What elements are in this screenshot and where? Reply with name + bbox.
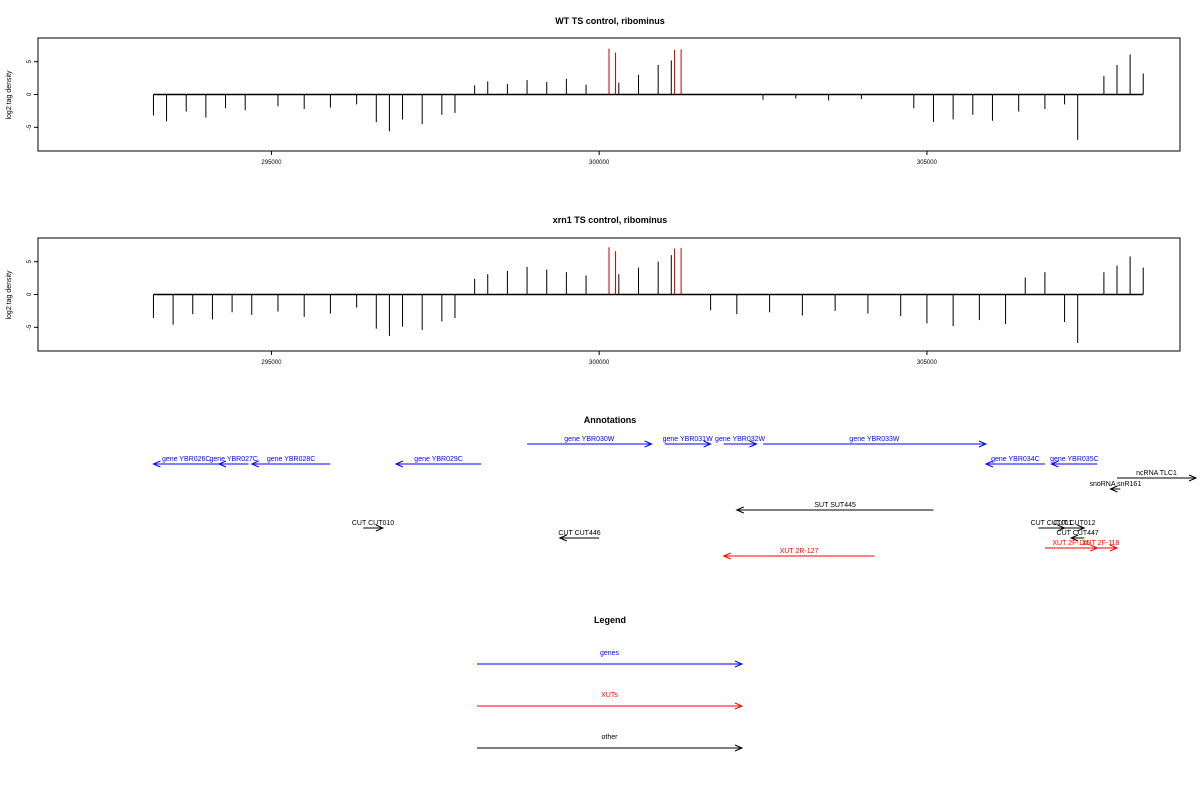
feature-label: XUT 2F-116: [1052, 540, 1090, 547]
feature-label: CUT CUT011: [1031, 520, 1073, 527]
feature-arrowhead: [1050, 460, 1059, 468]
feature-cut-cut446: CUT CUT446: [558, 530, 601, 542]
feature-arrowhead: [152, 460, 161, 468]
feature-label: gene YBR027C: [209, 456, 258, 463]
legend-arrowhead: [734, 702, 744, 710]
xrn1-density-panel: xrn1 TS control, ribominus log2 tag dens…: [6, 215, 1181, 366]
y-tick-label: 5: [27, 59, 33, 63]
x-tick-label: 295000: [261, 360, 282, 366]
y-tick-label: 5: [27, 259, 33, 263]
x-tick-label: 305000: [917, 160, 938, 166]
feature-gene-ybr034c: gene YBR034C: [984, 456, 1045, 468]
x-tick-label: 300000: [589, 160, 610, 166]
annotations-title: Annotations: [584, 415, 637, 425]
feature-arrowhead: [1069, 534, 1079, 542]
wt-y-axis-label: log2 tag density: [6, 70, 13, 120]
feature-gene-ybr029c: gene YBR029C: [394, 456, 482, 468]
legend-arrowhead: [734, 660, 744, 668]
feature-arrowhead: [1109, 544, 1119, 552]
feature-label: CUT CUT447: [1057, 530, 1099, 537]
x-tick-label: 305000: [917, 360, 938, 366]
feature-label: gene YBR030W: [564, 436, 614, 443]
feature-arrowhead: [1109, 485, 1118, 493]
feature-sut-sut445: SUT SUT445: [735, 502, 934, 514]
legend-title: Legend: [594, 615, 626, 625]
feature-arrowhead: [558, 534, 568, 542]
feature-gene-ybr032w: gene YBR032W: [715, 436, 766, 448]
feature-gene-ybr028c: gene YBR028C: [250, 456, 331, 468]
x-tick-label: 295000: [261, 160, 282, 166]
feature-arrowhead: [217, 460, 227, 468]
wt-panel-title: WT TS control, ribominus: [555, 16, 665, 26]
feature-xut-2f-118: XUT 2F-118: [1082, 540, 1120, 552]
feature-label: CUT CUT012: [1053, 520, 1095, 527]
feature-gene-ybr027c: gene YBR027C: [209, 456, 258, 468]
feature-label: XUT 2F-118: [1082, 540, 1120, 547]
feature-label: snoRNA snR161: [1089, 481, 1141, 488]
feature-label: gene YBR034C: [991, 456, 1040, 463]
legend-item-genes: genes: [477, 650, 744, 668]
y-tick-label: 0: [27, 92, 33, 96]
feature-arrowhead: [978, 440, 988, 448]
feature-label: gene YBR026C: [162, 456, 211, 463]
feature-cut-cut010: CUT CUT010: [352, 520, 394, 532]
x-tick-label: 300000: [589, 360, 610, 366]
feature-snorna-snr161: snoRNA snR161: [1089, 481, 1141, 493]
xrn1-panel-title: xrn1 TS control, ribominus: [553, 215, 668, 225]
feature-ncrna-tlc1: ncRNA TLC1: [1117, 470, 1198, 482]
xrn1-y-axis-label: log2 tag density: [6, 270, 13, 320]
feature-arrowhead: [644, 440, 653, 448]
feature-arrowhead: [735, 506, 745, 514]
feature-arrowhead: [375, 524, 385, 532]
feature-label: gene YBR031W: [663, 436, 713, 443]
feature-label: CUT CUT010: [352, 520, 394, 527]
feature-cut-cut012: CUT CUT012: [1053, 520, 1096, 532]
feature-arrowhead: [250, 460, 259, 468]
feature-xut-2r-127: XUT 2R-127: [722, 548, 875, 560]
feature-label: gene YBR032W: [715, 436, 765, 443]
feature-label: ncRNA TLC1: [1136, 470, 1177, 477]
feature-label: XUT 2R-127: [780, 548, 819, 555]
xrn1-axes: 295000 300000 305000 -5 0 5: [27, 259, 938, 366]
feature-arrowhead: [722, 552, 731, 560]
feature-label: gene YBR029C: [414, 456, 463, 463]
feature-cut-cut447: CUT CUT447: [1057, 530, 1099, 542]
feature-label: gene YBR028C: [267, 456, 316, 463]
xrn1-bars: [152, 247, 1144, 344]
feature-arrowhead: [1188, 474, 1198, 482]
legend-label: XUTs: [601, 692, 618, 699]
feature-arrowhead: [984, 460, 994, 468]
feature-arrowhead: [1077, 524, 1086, 532]
legend-label: genes: [600, 650, 620, 657]
legend-item-other: other: [477, 734, 744, 752]
feature-label: SUT SUT445: [814, 502, 856, 509]
feature-gene-ybr030w: gene YBR030W: [527, 436, 653, 448]
feature-label: gene YBR035C: [1050, 456, 1099, 463]
feature-gene-ybr033w: gene YBR033W: [763, 436, 988, 448]
legend-arrowhead: [734, 744, 744, 752]
feature-arrowhead: [703, 440, 712, 448]
feature-gene-ybr035c: gene YBR035C: [1050, 456, 1099, 468]
y-tick-label: -5: [27, 324, 33, 330]
feature-label: gene YBR033W: [849, 436, 899, 443]
wt-axes: 295000 300000 305000 -5 0 5: [27, 59, 938, 166]
legend-label: other: [602, 734, 619, 741]
feature-arrowhead: [394, 460, 404, 468]
feature-gene-ybr031w: gene YBR031W: [663, 436, 713, 448]
feature-label: CUT CUT446: [558, 530, 600, 537]
legend-items: genes XUTs other: [477, 650, 744, 752]
y-tick-label: 0: [27, 292, 33, 296]
wt-density-panel: WT TS control, ribominus log2 tag densit…: [6, 16, 1181, 166]
legend-panel: Legend genes XUTs other: [477, 615, 744, 752]
legend-item-xuts: XUTs: [477, 692, 744, 710]
y-tick-label: -5: [27, 124, 33, 130]
feature-gene-ybr026c: gene YBR026C: [152, 456, 219, 468]
feature-arrowhead: [749, 440, 758, 448]
wt-bars: [152, 48, 1144, 140]
